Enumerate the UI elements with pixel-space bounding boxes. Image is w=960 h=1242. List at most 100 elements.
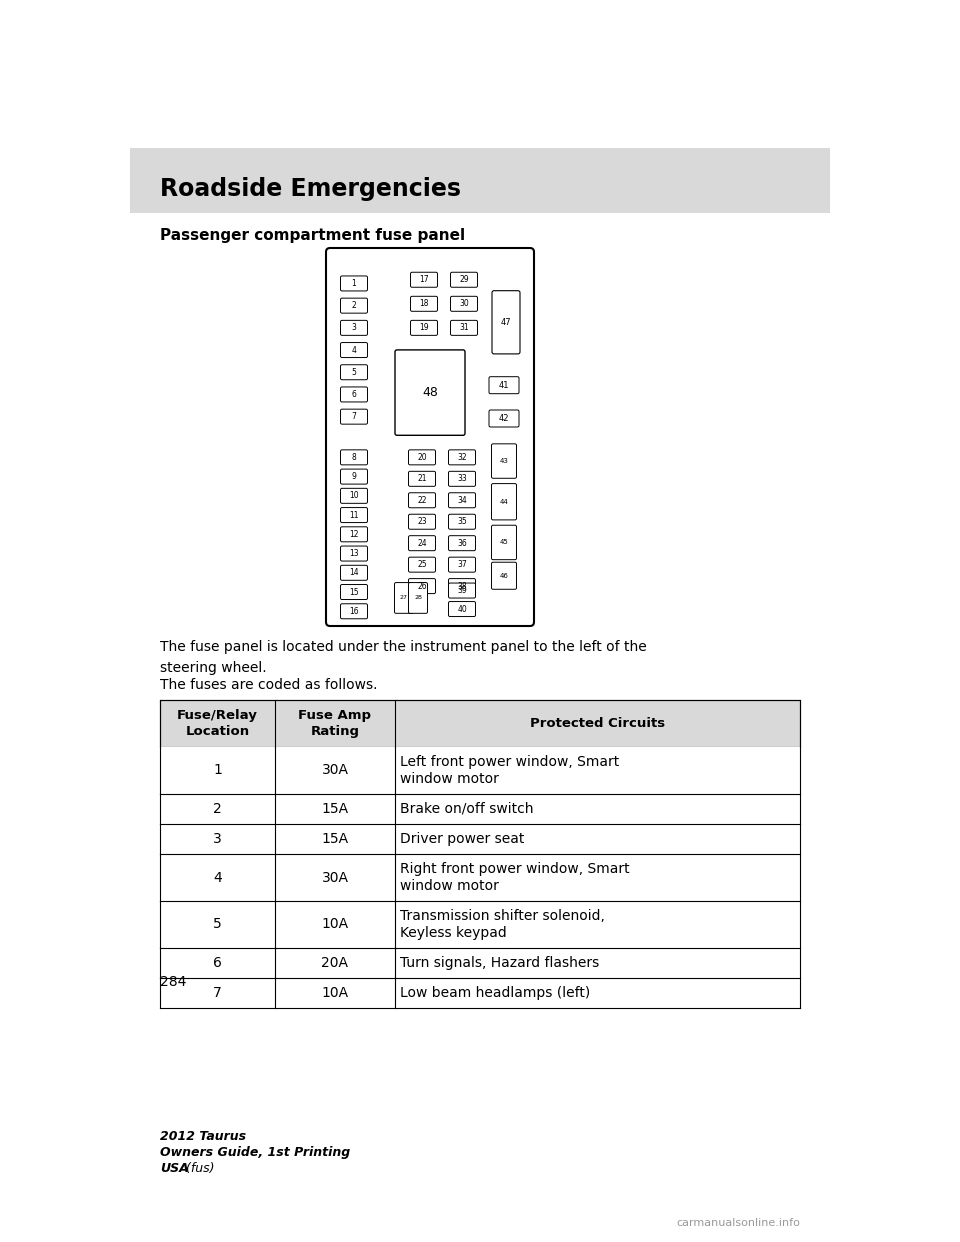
FancyBboxPatch shape bbox=[450, 272, 477, 287]
Text: 31: 31 bbox=[459, 323, 468, 333]
FancyBboxPatch shape bbox=[341, 604, 368, 619]
FancyBboxPatch shape bbox=[326, 248, 534, 626]
Text: 6: 6 bbox=[351, 390, 356, 399]
Text: 20: 20 bbox=[418, 453, 427, 462]
Text: 46: 46 bbox=[499, 573, 509, 579]
FancyBboxPatch shape bbox=[448, 582, 475, 599]
FancyBboxPatch shape bbox=[341, 365, 368, 380]
FancyBboxPatch shape bbox=[395, 350, 465, 435]
Text: 4: 4 bbox=[351, 345, 356, 354]
FancyBboxPatch shape bbox=[341, 276, 368, 291]
Text: 11: 11 bbox=[349, 510, 359, 519]
Text: 3: 3 bbox=[213, 832, 222, 846]
FancyBboxPatch shape bbox=[489, 410, 519, 427]
Text: 40: 40 bbox=[457, 605, 467, 614]
Text: 13: 13 bbox=[349, 549, 359, 558]
Text: 30A: 30A bbox=[322, 871, 348, 884]
Text: 284: 284 bbox=[160, 975, 186, 989]
Text: 43: 43 bbox=[499, 458, 509, 465]
FancyBboxPatch shape bbox=[450, 320, 477, 335]
FancyBboxPatch shape bbox=[409, 579, 436, 594]
Text: 28: 28 bbox=[414, 595, 422, 600]
FancyBboxPatch shape bbox=[492, 525, 516, 560]
Text: 24: 24 bbox=[418, 539, 427, 548]
Text: Turn signals, Hazard flashers: Turn signals, Hazard flashers bbox=[400, 956, 599, 970]
FancyBboxPatch shape bbox=[448, 601, 475, 616]
Text: 25: 25 bbox=[418, 560, 427, 569]
Text: 36: 36 bbox=[457, 539, 467, 548]
Text: 2: 2 bbox=[351, 301, 356, 310]
Text: 7: 7 bbox=[351, 412, 356, 421]
FancyBboxPatch shape bbox=[448, 471, 475, 487]
Text: 4: 4 bbox=[213, 871, 222, 884]
Text: 38: 38 bbox=[457, 581, 467, 591]
Text: 23: 23 bbox=[418, 517, 427, 527]
FancyBboxPatch shape bbox=[341, 527, 368, 542]
Text: 2: 2 bbox=[213, 802, 222, 816]
Text: 15A: 15A bbox=[322, 832, 348, 846]
Text: Transmission shifter solenoid,
Keyless keypad: Transmission shifter solenoid, Keyless k… bbox=[400, 909, 605, 940]
FancyBboxPatch shape bbox=[409, 514, 436, 529]
FancyBboxPatch shape bbox=[411, 272, 438, 287]
Text: Fuse/Relay
Location: Fuse/Relay Location bbox=[177, 709, 258, 738]
FancyBboxPatch shape bbox=[492, 443, 516, 478]
Text: 2012 Taurus: 2012 Taurus bbox=[160, 1130, 246, 1143]
FancyBboxPatch shape bbox=[489, 376, 519, 394]
FancyBboxPatch shape bbox=[411, 320, 438, 335]
Text: 16: 16 bbox=[349, 607, 359, 616]
Text: 30A: 30A bbox=[322, 764, 348, 777]
Text: 39: 39 bbox=[457, 586, 467, 595]
Text: 29: 29 bbox=[459, 276, 468, 284]
Text: Low beam headlamps (left): Low beam headlamps (left) bbox=[400, 986, 590, 1000]
Bar bbox=[160, 700, 800, 746]
FancyBboxPatch shape bbox=[341, 343, 368, 358]
FancyBboxPatch shape bbox=[492, 563, 516, 589]
FancyBboxPatch shape bbox=[409, 450, 436, 465]
Text: 32: 32 bbox=[457, 453, 467, 462]
FancyBboxPatch shape bbox=[341, 546, 368, 561]
Text: Brake on/off switch: Brake on/off switch bbox=[400, 802, 534, 816]
Text: 15: 15 bbox=[349, 587, 359, 596]
Text: 12: 12 bbox=[349, 530, 359, 539]
Text: 18: 18 bbox=[420, 299, 429, 308]
FancyBboxPatch shape bbox=[448, 450, 475, 465]
FancyBboxPatch shape bbox=[341, 488, 368, 503]
FancyBboxPatch shape bbox=[448, 579, 475, 594]
FancyBboxPatch shape bbox=[411, 297, 438, 312]
Bar bbox=[160, 948, 800, 977]
FancyBboxPatch shape bbox=[448, 535, 475, 550]
Text: 5: 5 bbox=[213, 918, 222, 932]
Bar bbox=[160, 977, 800, 1009]
FancyBboxPatch shape bbox=[341, 469, 368, 484]
FancyBboxPatch shape bbox=[341, 585, 368, 600]
FancyBboxPatch shape bbox=[341, 508, 368, 523]
Bar bbox=[130, 148, 830, 212]
Text: 37: 37 bbox=[457, 560, 467, 569]
Text: 21: 21 bbox=[418, 474, 427, 483]
FancyBboxPatch shape bbox=[448, 493, 475, 508]
Text: USA: USA bbox=[160, 1163, 189, 1175]
Text: 26: 26 bbox=[418, 581, 427, 591]
Text: 10: 10 bbox=[349, 492, 359, 501]
Text: 1: 1 bbox=[213, 764, 222, 777]
Text: Protected Circuits: Protected Circuits bbox=[530, 717, 665, 730]
Text: 45: 45 bbox=[499, 539, 509, 545]
FancyBboxPatch shape bbox=[341, 565, 368, 580]
Text: 6: 6 bbox=[213, 956, 222, 970]
FancyBboxPatch shape bbox=[409, 493, 436, 508]
Text: 8: 8 bbox=[351, 453, 356, 462]
Text: 5: 5 bbox=[351, 368, 356, 376]
Text: 27: 27 bbox=[400, 595, 408, 600]
Text: 1: 1 bbox=[351, 279, 356, 288]
Text: 19: 19 bbox=[420, 323, 429, 333]
Text: 3: 3 bbox=[351, 323, 356, 333]
Text: 33: 33 bbox=[457, 474, 467, 483]
FancyBboxPatch shape bbox=[409, 582, 427, 614]
FancyBboxPatch shape bbox=[341, 298, 368, 313]
FancyBboxPatch shape bbox=[450, 297, 477, 312]
Text: The fuse panel is located under the instrument panel to the left of the
steering: The fuse panel is located under the inst… bbox=[160, 640, 647, 674]
Text: 34: 34 bbox=[457, 496, 467, 504]
FancyBboxPatch shape bbox=[341, 450, 368, 465]
Text: 30: 30 bbox=[459, 299, 468, 308]
FancyBboxPatch shape bbox=[448, 514, 475, 529]
